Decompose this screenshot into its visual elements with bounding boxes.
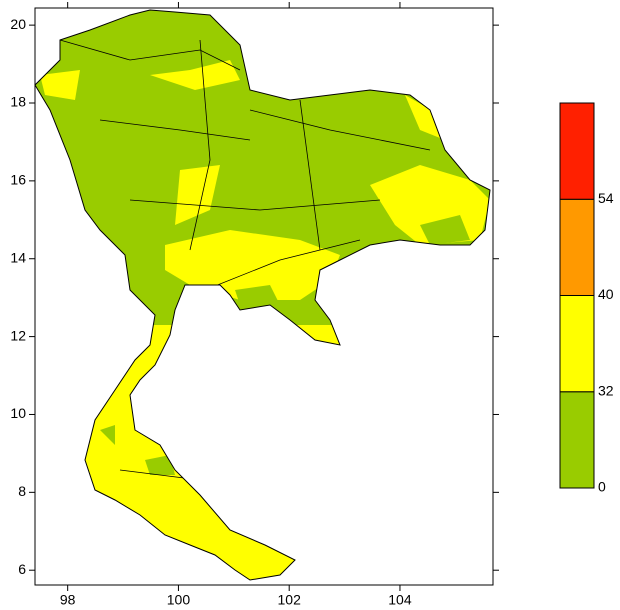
axes: 98 100 102 104 6 8 10 12 14 16 18 20	[10, 2, 499, 608]
colorbar-label: 54	[598, 190, 614, 206]
colorbar-segment	[559, 198, 595, 296]
map-frame	[34, 7, 494, 586]
y-tick-label: 6	[18, 561, 26, 577]
x-tick-label: 102	[278, 592, 302, 608]
y-tick-label: 14	[10, 249, 26, 265]
colorbar-label: 40	[598, 286, 614, 302]
yellow-central	[165, 230, 340, 300]
green-patches	[100, 215, 470, 475]
y-tick-label: 8	[18, 483, 26, 499]
colorbar-segment	[559, 391, 595, 489]
x-tick-label: 100	[167, 592, 191, 608]
yellow-peninsula	[35, 325, 490, 580]
coastline	[34, 9, 491, 581]
colorbar-segment	[559, 295, 595, 393]
x-tick-label: 104	[388, 592, 412, 608]
colorbar-label: 0	[598, 479, 606, 495]
y-tick-label: 18	[10, 94, 26, 110]
y-tick-label: 12	[10, 327, 26, 343]
y-tick-label: 16	[10, 172, 26, 188]
colorbar: 0 32 40 54	[559, 102, 614, 495]
x-tick-label: 98	[60, 592, 76, 608]
colorbar-segment	[559, 102, 595, 200]
colorbar-label: 32	[598, 382, 614, 398]
y-tick-label: 20	[10, 16, 26, 32]
y-tick-label: 10	[10, 405, 26, 421]
